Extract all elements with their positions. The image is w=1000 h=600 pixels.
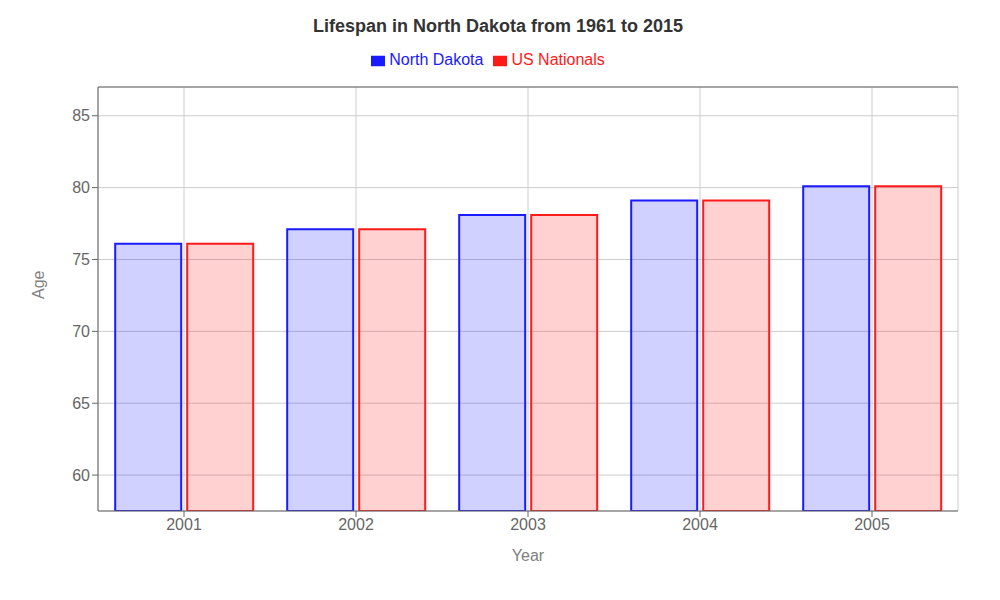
svg-text:2005: 2005: [854, 516, 890, 533]
svg-text:2004: 2004: [682, 516, 718, 533]
html-text:US Nationals: US Nationals: [511, 51, 605, 68]
svg-text:75: 75: [72, 251, 90, 268]
html-text:North Dakota: North Dakota: [389, 51, 484, 68]
svg-text:60: 60: [72, 467, 90, 484]
svg-text:65: 65: [72, 395, 90, 412]
svg-text:Age: Age: [30, 270, 47, 299]
svg-text:70: 70: [72, 323, 90, 340]
svg-text:2003: 2003: [510, 516, 546, 533]
svg-text:2002: 2002: [338, 516, 374, 533]
html-text:Lifespan in North Dakota from: Lifespan in North Dakota from 1961 to 20…: [312, 16, 683, 36]
svg-text:80: 80: [72, 179, 90, 196]
svg-text:Year: Year: [512, 547, 545, 564]
svg-text:2001: 2001: [166, 516, 202, 533]
svg-text:85: 85: [72, 107, 90, 124]
